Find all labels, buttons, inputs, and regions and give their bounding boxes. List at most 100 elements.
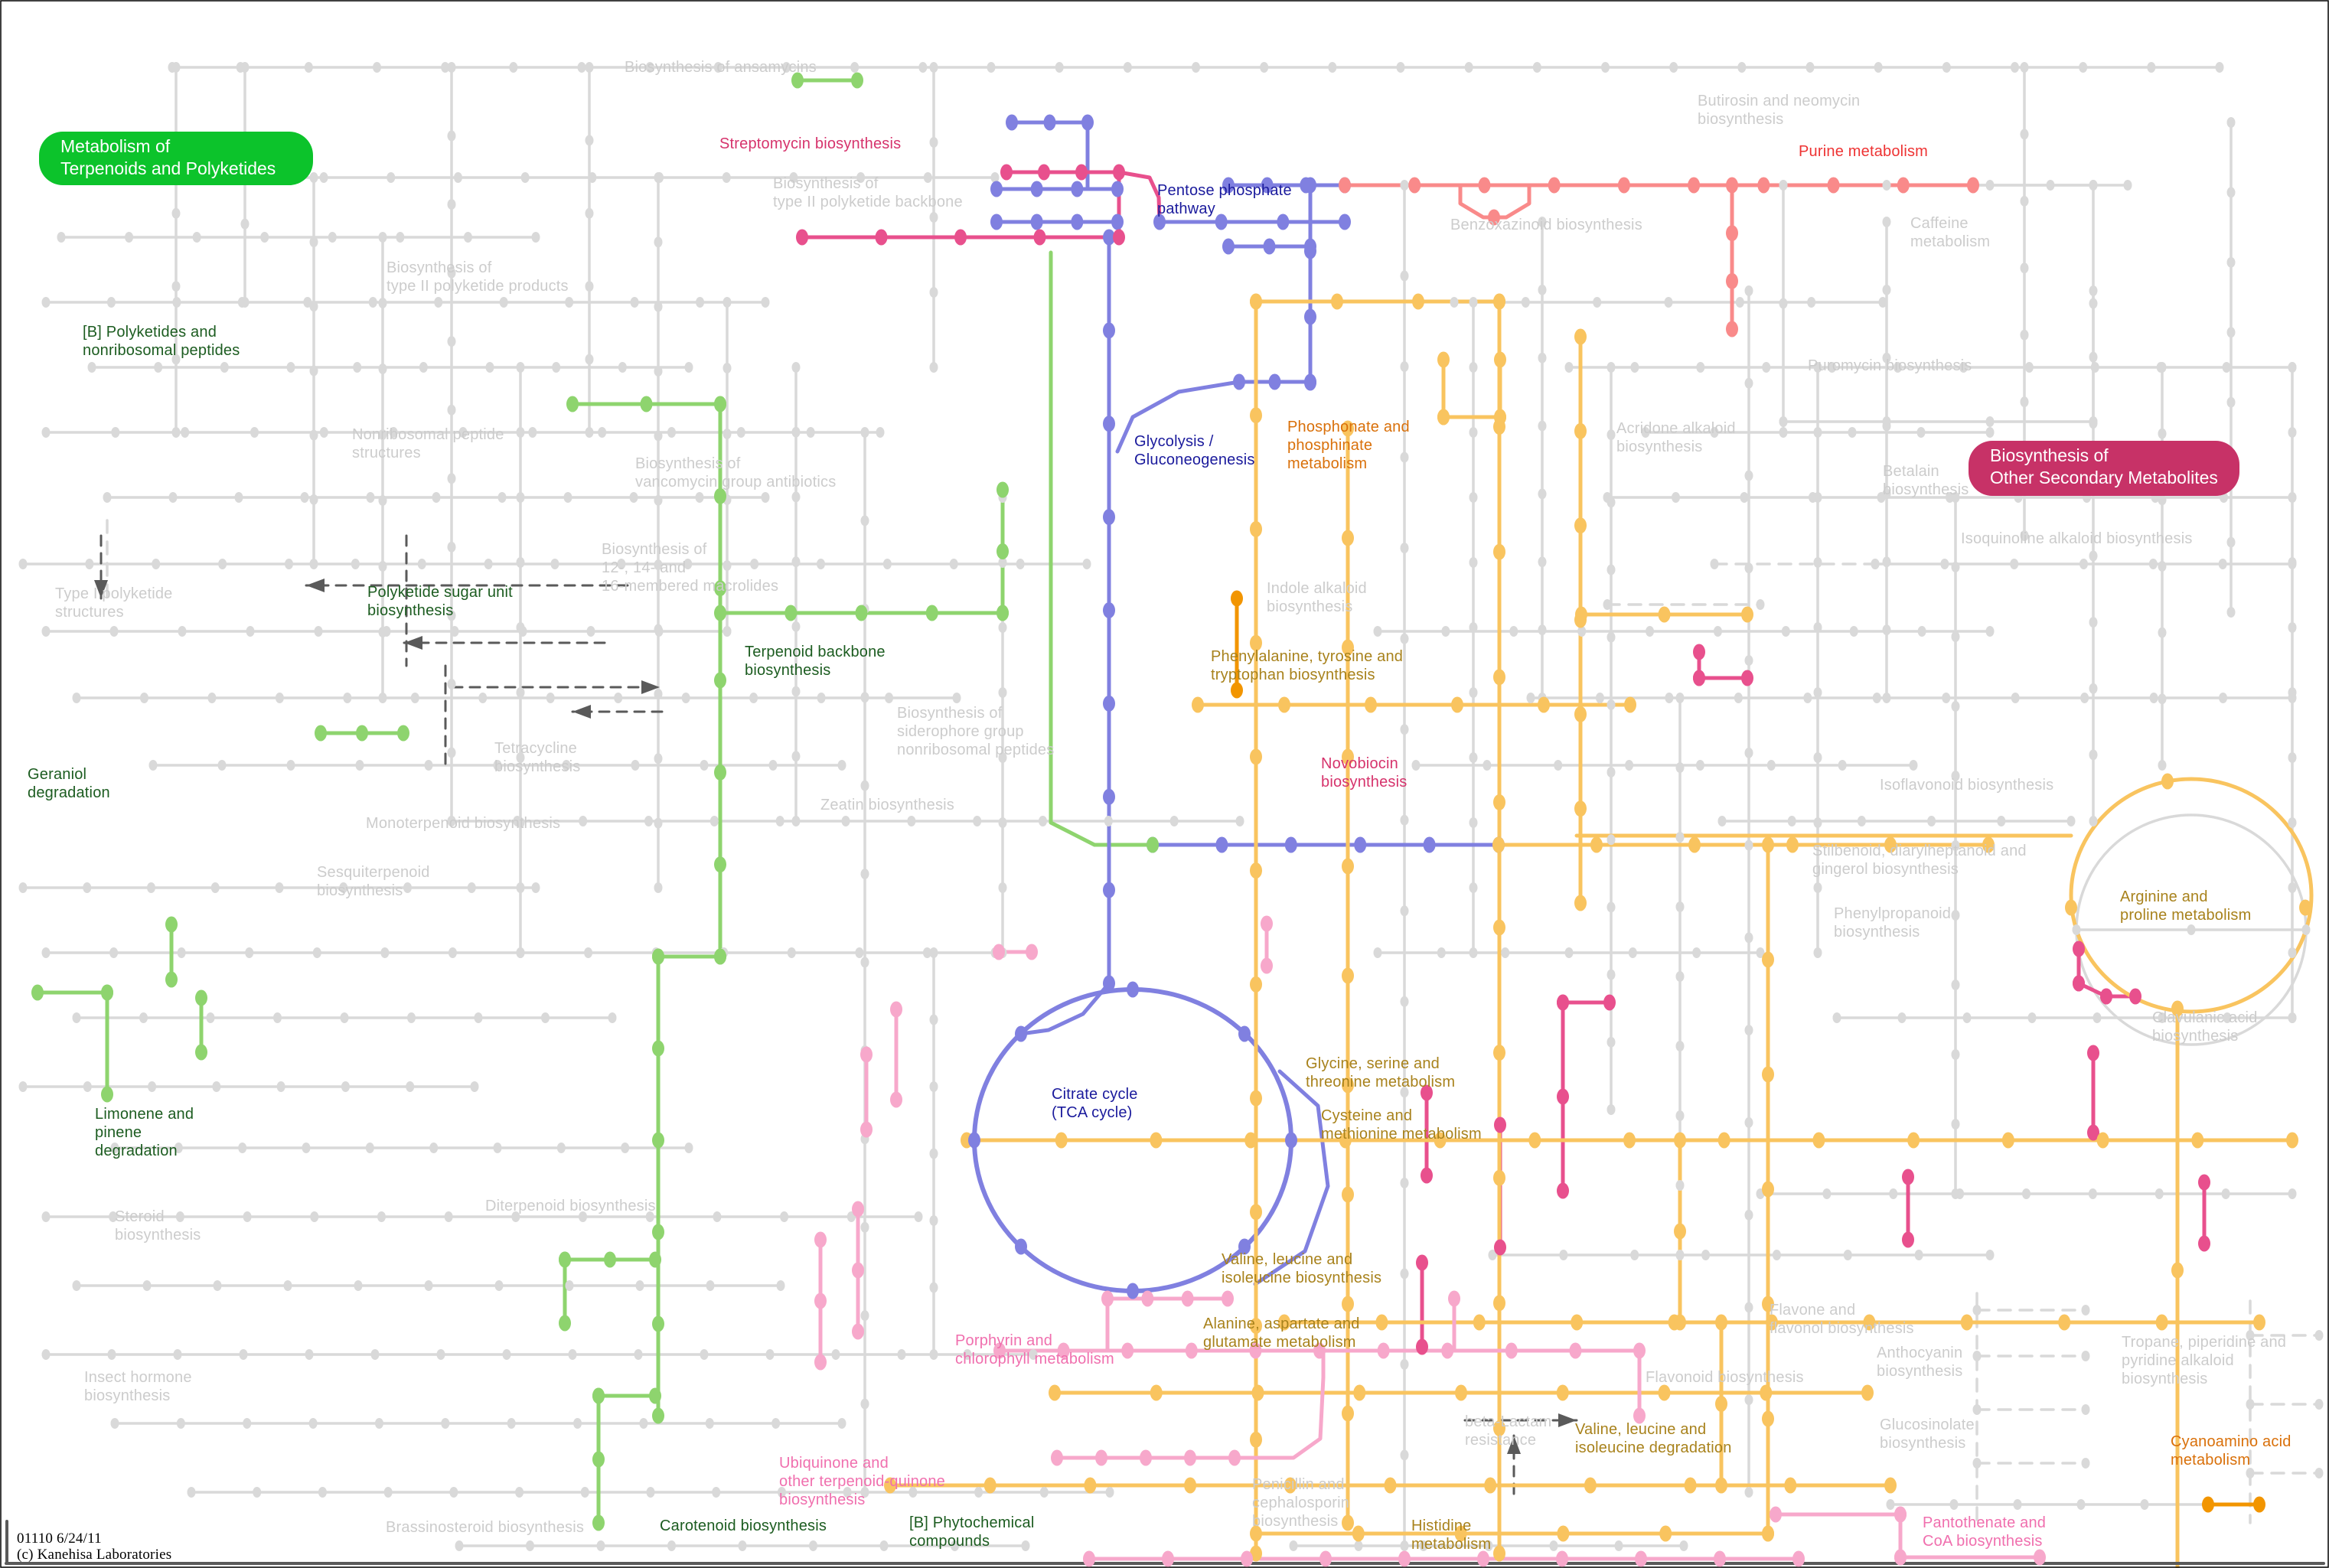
network-node[interactable]: [1083, 1550, 1095, 1567]
network-node[interactable]: [2081, 1351, 2090, 1361]
network-node[interactable]: [1857, 816, 1866, 826]
network-node[interactable]: [1250, 1318, 1262, 1335]
network-node[interactable]: [309, 559, 318, 569]
network-node[interactable]: [1493, 1295, 1505, 1312]
network-node[interactable]: [1909, 760, 1918, 771]
network-node[interactable]: [1493, 919, 1505, 936]
pathway-label-steroid[interactable]: Steroid biosynthesis: [115, 1208, 201, 1244]
network-node[interactable]: [1268, 373, 1281, 390]
network-node[interactable]: [714, 672, 726, 689]
network-node[interactable]: [990, 172, 1000, 183]
network-node[interactable]: [1813, 752, 1822, 763]
network-node[interactable]: [83, 1081, 92, 1092]
network-node[interactable]: [447, 747, 456, 758]
network-node[interactable]: [1538, 488, 1547, 500]
network-node[interactable]: [1590, 836, 1603, 853]
network-node[interactable]: [750, 559, 759, 569]
pathway-label-tropane[interactable]: Tropane, piperidine and pyridine alkaloi…: [2122, 1334, 2287, 1387]
network-node[interactable]: [1103, 695, 1115, 712]
network-node[interactable]: [580, 1487, 589, 1498]
network-node[interactable]: [855, 947, 864, 958]
network-node[interactable]: [1741, 606, 1753, 623]
network-node[interactable]: [1744, 285, 1753, 296]
network-node[interactable]: [1762, 1181, 1774, 1198]
network-node[interactable]: [383, 1487, 393, 1498]
network-node[interactable]: [1484, 1477, 1497, 1494]
network-node[interactable]: [507, 1418, 516, 1429]
network-node[interactable]: [171, 281, 181, 292]
network-node[interactable]: [2288, 882, 2297, 893]
network-node[interactable]: [455, 1540, 464, 1551]
network-node[interactable]: [1951, 701, 1960, 712]
network-node[interactable]: [714, 605, 726, 621]
network-node[interactable]: [814, 1293, 827, 1309]
network-node[interactable]: [918, 62, 928, 73]
network-node[interactable]: [340, 1012, 349, 1023]
network-node[interactable]: [41, 1349, 51, 1360]
network-node[interactable]: [1469, 882, 1478, 893]
network-node[interactable]: [1000, 164, 1013, 181]
network-node[interactable]: [1827, 177, 1840, 194]
network-node[interactable]: [302, 1143, 311, 1153]
network-node[interactable]: [1574, 422, 1587, 439]
network-node[interactable]: [1628, 947, 1637, 958]
network-node[interactable]: [1603, 599, 1612, 610]
network-node[interactable]: [2226, 117, 2236, 128]
network-node[interactable]: [1185, 1342, 1198, 1359]
network-node[interactable]: [1951, 631, 1960, 642]
network-node[interactable]: [908, 1487, 918, 1498]
network-node[interactable]: [1423, 836, 1436, 853]
network-node[interactable]: [1400, 361, 1409, 373]
network-node[interactable]: [998, 687, 1007, 698]
network-node[interactable]: [1493, 1045, 1505, 1061]
network-node[interactable]: [1055, 1132, 1068, 1149]
network-node[interactable]: [2065, 899, 2077, 916]
network-node[interactable]: [1469, 297, 1478, 308]
network-node[interactable]: [1606, 429, 1616, 441]
network-node[interactable]: [502, 1349, 511, 1360]
network-node[interactable]: [1483, 760, 1492, 771]
network-node[interactable]: [419, 362, 428, 373]
network-node[interactable]: [1757, 177, 1770, 194]
network-node[interactable]: [2223, 1012, 2232, 1023]
network-node[interactable]: [1949, 1499, 1959, 1510]
network-node[interactable]: [406, 1081, 415, 1092]
network-node[interactable]: [1127, 981, 1139, 998]
network-node[interactable]: [1878, 297, 1887, 308]
badge-biosynthesis-other-secondary-metabolites[interactable]: Biosynthesis of Other Secondary Metaboli…: [1969, 441, 2239, 496]
network-node[interactable]: [447, 541, 456, 553]
network-node[interactable]: [550, 559, 559, 569]
network-node[interactable]: [1342, 1296, 1354, 1312]
network-node[interactable]: [341, 1081, 350, 1092]
network-node[interactable]: [1250, 520, 1262, 537]
network-node[interactable]: [695, 492, 704, 503]
network-node[interactable]: [57, 232, 66, 243]
network-node[interactable]: [240, 297, 250, 308]
network-node[interactable]: [1026, 944, 1038, 960]
pathway-label-anthocyanin[interactable]: Anthocyanin biosynthesis: [1877, 1345, 1963, 1380]
network-node[interactable]: [1493, 1545, 1505, 1562]
network-node[interactable]: [300, 492, 309, 503]
network-node[interactable]: [1972, 1458, 1982, 1469]
network-node[interactable]: [2288, 752, 2297, 763]
network-node[interactable]: [2089, 683, 2098, 694]
network-node[interactable]: [1103, 322, 1115, 339]
network-node[interactable]: [1997, 816, 2006, 826]
network-node[interactable]: [993, 944, 1005, 960]
network-node[interactable]: [1593, 297, 1602, 308]
network-node[interactable]: [1951, 1188, 1960, 1199]
network-node[interactable]: [723, 626, 732, 637]
network-node[interactable]: [1261, 957, 1273, 974]
network-node[interactable]: [1538, 217, 1547, 227]
network-node[interactable]: [2079, 559, 2088, 569]
network-node[interactable]: [855, 605, 868, 621]
network-node[interactable]: [2013, 1499, 2022, 1510]
network-node[interactable]: [998, 752, 1007, 763]
pathway-label-porphyrin[interactable]: Porphyrin and chlorophyll metabolism: [955, 1332, 1114, 1368]
network-node[interactable]: [1416, 1254, 1428, 1271]
pathway-label-puromycin[interactable]: Puromycin biosynthesis: [1808, 357, 1972, 374]
pathway-label-tetracycline[interactable]: Tetracycline biosynthesis: [494, 740, 581, 775]
network-node[interactable]: [101, 984, 113, 1001]
network-node[interactable]: [1849, 626, 1858, 637]
network-node[interactable]: [1278, 1314, 1290, 1331]
